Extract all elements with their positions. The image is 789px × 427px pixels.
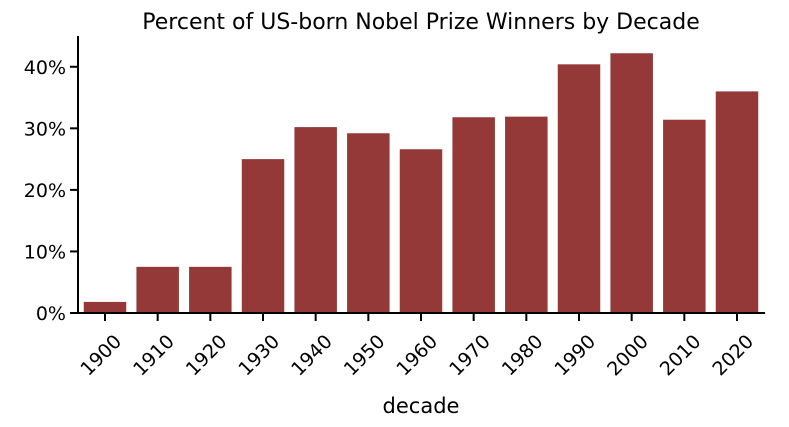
x-tick-label-1920: 1920	[182, 331, 232, 381]
bar-1960	[399, 149, 443, 313]
bar-1990	[557, 64, 601, 313]
x-tick-label-1930: 1930	[234, 331, 284, 381]
bar-2010	[663, 119, 706, 313]
bar-1980	[505, 116, 548, 313]
chart-title: Percent of US-born Nobel Prize Winners b…	[142, 10, 699, 35]
bar-1950	[347, 133, 390, 313]
bar-1930	[241, 159, 285, 313]
bar-2020	[715, 91, 759, 314]
bar-1900	[83, 301, 127, 313]
bar-2000	[610, 53, 653, 314]
y-tick-label: 0%	[36, 303, 66, 325]
x-tick-label-2020: 2020	[708, 331, 758, 381]
bar-1920	[189, 266, 232, 313]
x-tick-label-1950: 1950	[340, 331, 390, 381]
x-tick-label-1980: 1980	[498, 331, 548, 381]
x-tick-label-2010: 2010	[656, 331, 706, 381]
x-axis-ticks: 1900 1910 1920 1930 1940 1950 1960 1970 1980 1990…	[76, 313, 758, 380]
bars-group	[83, 53, 759, 314]
x-axis-label: decade	[383, 394, 460, 418]
y-tick-label: 20%	[24, 180, 66, 202]
x-tick-label-1910: 1910	[129, 331, 179, 381]
x-tick-label-2000: 2000	[603, 331, 653, 381]
bar-1970	[452, 117, 495, 313]
y-axis-ticks: 0% 10% 20% 30% 40%	[24, 57, 78, 325]
y-tick-label: 40%	[24, 57, 66, 79]
x-tick-label-1940: 1940	[287, 331, 337, 381]
x-tick-label-1900: 1900	[76, 331, 126, 381]
x-tick-label-1960: 1960	[392, 331, 442, 381]
bar-1910	[136, 266, 179, 313]
x-tick-label-1970: 1970	[445, 331, 495, 381]
y-tick-label: 30%	[24, 118, 66, 140]
y-tick-label: 10%	[24, 241, 66, 263]
bar-1940	[294, 127, 337, 313]
x-tick-label-1990: 1990	[550, 331, 600, 381]
